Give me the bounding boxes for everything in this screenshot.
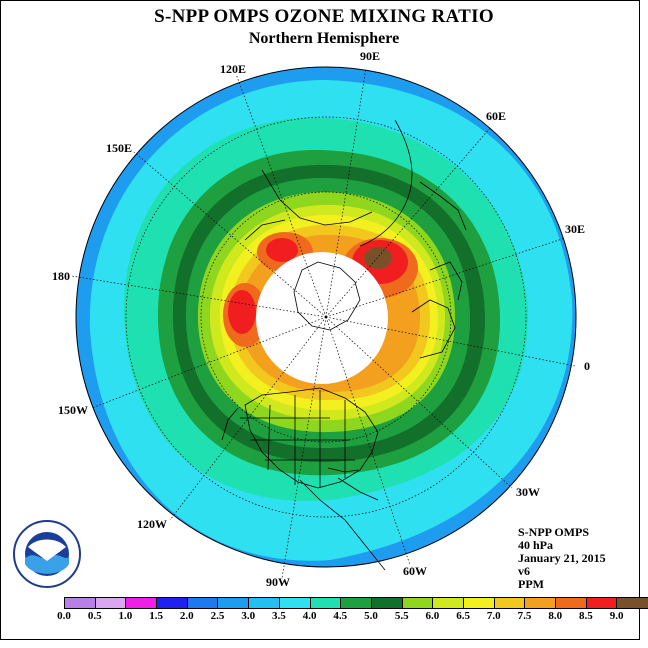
colorbar-swatch [249, 598, 280, 608]
plot-frame [0, 0, 640, 640]
map-subtitle: Northern Hemisphere [248, 30, 400, 47]
graticule [71, 67, 576, 579]
colorbar-swatch [586, 598, 618, 608]
colorbar-swatch [341, 598, 372, 608]
ozone-field [76, 67, 576, 567]
colorbar-swatch [402, 598, 434, 608]
colorbar-swatch [279, 598, 311, 608]
colorbar-tick-label: 9.0 [609, 610, 624, 622]
colorbar-swatch [218, 598, 250, 608]
colorbar-tick-label: 4.0 [302, 610, 317, 622]
colorbar-swatch [433, 598, 464, 608]
colorbar-swatch [126, 598, 158, 608]
colorbar-swatch [525, 598, 556, 608]
colorbar-swatch [556, 598, 587, 608]
logo-text: NOAA [34, 544, 61, 554]
colorbar-tick-label: 0.0 [57, 610, 71, 622]
colorbar-ticks: 0.0 0.5 1.0 1.5 2.0 2.5 3.0 3.5 4.0 4.5 5.0 5.5 6.0 6… [56, 610, 623, 624]
map-title: S-NPP OMPS OZONE MIXING RATIO [154, 6, 494, 27]
colorbar-tick-label: 3.0 [241, 610, 256, 622]
colorbar-tick-label: 2.5 [210, 610, 225, 622]
colorbar-tick-label: 2.0 [179, 610, 194, 622]
noaa-logo: NOAA [13, 520, 81, 588]
colorbar-tick-label: 3.5 [272, 610, 286, 622]
colorbar-tick-label: 5.5 [394, 610, 409, 622]
lon-label: 120W [137, 517, 167, 531]
version-label: v6 [518, 564, 530, 578]
colorbar-swatch [617, 598, 648, 608]
lon-label: 180 [52, 269, 70, 283]
colorbar-tick-label: 7.5 [517, 610, 532, 622]
colorbar-swatch [371, 598, 403, 608]
longitude-labels: 90E 60E 30E 0 30W 60W 90W 120W 150W 180 … [52, 49, 590, 589]
lon-label: 90E [360, 49, 380, 63]
date-label: January 21, 2015 [518, 551, 606, 565]
colorbar-tick-label: 5.0 [364, 610, 378, 622]
colorbar-swatch [95, 598, 127, 608]
lon-label: 120E [220, 62, 246, 76]
map-boundary [75, 66, 577, 568]
colorbar-swatch [463, 598, 495, 608]
lon-label: 30W [516, 485, 540, 499]
lon-label: 150W [58, 403, 88, 417]
colorbar-swatch [157, 598, 188, 608]
lon-label: 90W [266, 575, 290, 589]
colorbar-tick-label: 8.5 [579, 610, 593, 622]
info-block: S-NPP OMPS 40 hPa January 21, 2015 v6 PP… [518, 526, 606, 591]
lon-label: 60E [486, 109, 506, 123]
colorbar-swatch [65, 598, 96, 608]
lon-label: 0 [584, 359, 590, 373]
colorbar-tick-label: 0.5 [87, 610, 102, 622]
lon-label: 30E [565, 222, 585, 236]
lon-label: 150E [106, 141, 132, 155]
colorbar-tick-label: 6.0 [425, 610, 440, 622]
colorbar-tick-label: 8.0 [548, 610, 563, 622]
colorbar-swatch [187, 598, 219, 608]
colorbar-swatch [310, 598, 342, 608]
colorbar-tick-label: 6.5 [456, 610, 470, 622]
colorbar-tick-label: 7.0 [486, 610, 501, 622]
colorbar-tick-label: 1.5 [149, 610, 163, 622]
pressure-level: 40 hPa [518, 538, 554, 552]
units-label: PPM [518, 577, 544, 591]
colorbar-tick-label: 4.5 [333, 610, 348, 622]
colorbar [64, 597, 648, 609]
colorbar-swatch [494, 598, 526, 608]
lon-label: 60W [403, 564, 427, 578]
coastlines [221, 119, 467, 571]
colorbar-tick-label: 1.0 [118, 610, 133, 622]
instrument-label: S-NPP OMPS [518, 525, 589, 539]
